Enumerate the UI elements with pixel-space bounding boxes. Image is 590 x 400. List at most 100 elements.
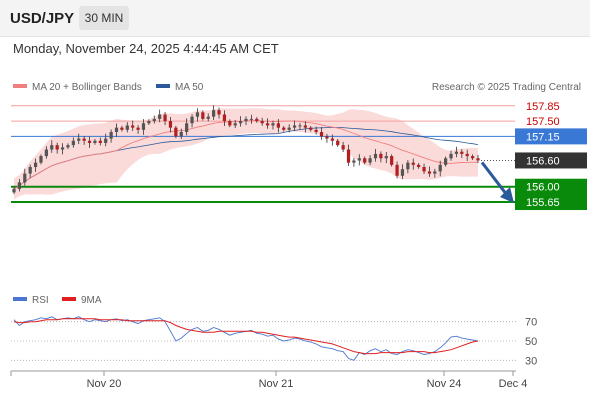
resistance-label-1: 157.50 — [526, 116, 560, 128]
candle-body-22 — [131, 125, 135, 128]
candle-body-68 — [379, 153, 383, 159]
pivot-label-2: 157.15 — [526, 131, 560, 143]
candle-body-63 — [352, 160, 356, 163]
candle-body-48 — [271, 123, 275, 126]
candle-body-86 — [476, 158, 480, 161]
time-axis: Nov 20 Nov 21 Nov 24 Dec 4 — [10, 371, 528, 390]
candle-body-82 — [454, 151, 459, 154]
symbol-title: USD/JPY — [10, 10, 75, 27]
legend-rsi: RSI — [32, 295, 49, 306]
candle-body-11 — [71, 140, 75, 146]
legend-swatch-ma20 — [13, 84, 27, 88]
last-price-label: 156.60 — [526, 155, 560, 167]
candle-body-61 — [341, 145, 345, 150]
candle-body-12 — [77, 138, 81, 141]
candle-body-32 — [185, 123, 189, 133]
legend-swatch-9ma — [62, 297, 76, 301]
time-axis-label-0: Nov 20 — [87, 378, 122, 390]
candle-body-3 — [28, 167, 32, 174]
candle-body-77 — [427, 171, 432, 174]
candle-body-51 — [287, 127, 291, 130]
candle-body-66 — [368, 158, 372, 163]
candle-body-81 — [449, 153, 453, 159]
candle-body-62 — [346, 149, 351, 163]
time-axis-label-1: Nov 21 — [259, 378, 294, 390]
price-panel: 157.85 157.50 157.15 156.00 155.65 156.60 — [11, 101, 587, 211]
candle-body-43 — [244, 118, 248, 122]
forecast-arrow-head — [500, 187, 514, 204]
rsi-tick-1: 50 — [525, 336, 537, 348]
time-axis-label-2: Nov 24 — [427, 378, 462, 390]
forecast-arrow-shaft — [480, 161, 509, 196]
candle-body-14 — [87, 140, 92, 143]
candle-body-84 — [465, 153, 469, 157]
candle-body-41 — [233, 123, 237, 126]
attribution: Research © 2025 Trading Central — [432, 82, 581, 93]
candle-body-53 — [298, 125, 302, 127]
candle-body-72 — [400, 169, 405, 176]
candle-body-19 — [114, 127, 119, 133]
chart-datetime: Monday, November 24, 2025 4:44:45 AM CET — [13, 41, 279, 56]
candle-body-13 — [82, 138, 86, 141]
candle-body-52 — [292, 125, 297, 128]
legend-swatch-rsi — [13, 297, 27, 301]
candle-body-28 — [163, 114, 167, 122]
bollinger-band — [14, 108, 478, 200]
rsi-panel: 70 50 30 — [11, 316, 537, 367]
time-axis-label-3: Dec 4 — [499, 378, 528, 390]
legend-swatch-ma50 — [156, 84, 170, 88]
candle-body-83 — [460, 151, 464, 154]
candle-body-7 — [50, 145, 54, 150]
candle-body-46 — [260, 121, 264, 124]
candle-body-18 — [109, 132, 113, 139]
candle-body-25 — [147, 121, 151, 124]
rsi-tick-2: 30 — [525, 355, 537, 367]
candle-body-85 — [470, 156, 475, 159]
candle-body-16 — [98, 140, 102, 143]
candle-body-57 — [319, 132, 324, 137]
candle-body-67 — [373, 153, 378, 159]
candle-body-5 — [39, 156, 43, 163]
candle-body-34 — [195, 112, 200, 117]
candle-body-40 — [228, 121, 232, 126]
candle-body-15 — [93, 140, 97, 143]
candle-body-33 — [190, 116, 194, 124]
support-label-bg-4 — [515, 194, 587, 211]
candle-body-45 — [255, 118, 259, 122]
candle-body-59 — [330, 138, 334, 141]
candle-body-73 — [406, 162, 410, 170]
legend-ma50: MA 50 — [175, 82, 204, 93]
candle-body-9 — [60, 147, 65, 150]
candle-body-47 — [265, 123, 270, 126]
candle-body-44 — [249, 118, 254, 120]
candle-body-56 — [314, 129, 318, 133]
candle-body-54 — [303, 125, 307, 128]
candle-body-24 — [141, 123, 146, 130]
candle-body-17 — [104, 138, 108, 143]
candle-body-39 — [222, 114, 227, 122]
candle-body-60 — [336, 140, 340, 146]
legend-ma20: MA 20 + Bollinger Bands — [32, 82, 142, 93]
candle-body-4 — [33, 162, 38, 168]
legend-9ma: 9MA — [81, 295, 102, 306]
candle-body-80 — [444, 158, 448, 165]
candle-body-8 — [55, 145, 59, 150]
support-label-4: 155.65 — [526, 197, 560, 209]
rsi-ma9-line — [13, 318, 479, 355]
candle-body-1 — [17, 182, 22, 189]
timeframe-button[interactable]: 30 MIN — [79, 6, 129, 30]
candle-body-30 — [174, 127, 178, 137]
candle-body-71 — [395, 164, 399, 176]
resistance-label-0: 157.85 — [526, 101, 560, 113]
candle-body-38 — [217, 110, 221, 115]
candle-body-27 — [158, 114, 162, 119]
candle-body-29 — [168, 121, 173, 128]
candle-body-42 — [238, 121, 243, 124]
candle-body-75 — [417, 164, 421, 168]
candle-body-58 — [325, 136, 329, 139]
header-bar: USD/JPY 30 MIN — [0, 0, 590, 37]
candle-body-65 — [363, 158, 367, 163]
candle-body-70 — [390, 156, 394, 165]
candle-body-37 — [212, 110, 216, 117]
